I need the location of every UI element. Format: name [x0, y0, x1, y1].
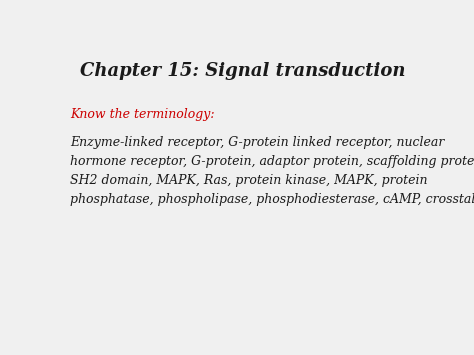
Text: Enzyme-linked receptor, G-protein linked receptor, nuclear
hormone receptor, G-p: Enzyme-linked receptor, G-protein linked… [70, 136, 474, 206]
Text: Know the terminology:: Know the terminology: [70, 108, 215, 121]
Text: Chapter 15: Signal transduction: Chapter 15: Signal transduction [80, 62, 406, 80]
